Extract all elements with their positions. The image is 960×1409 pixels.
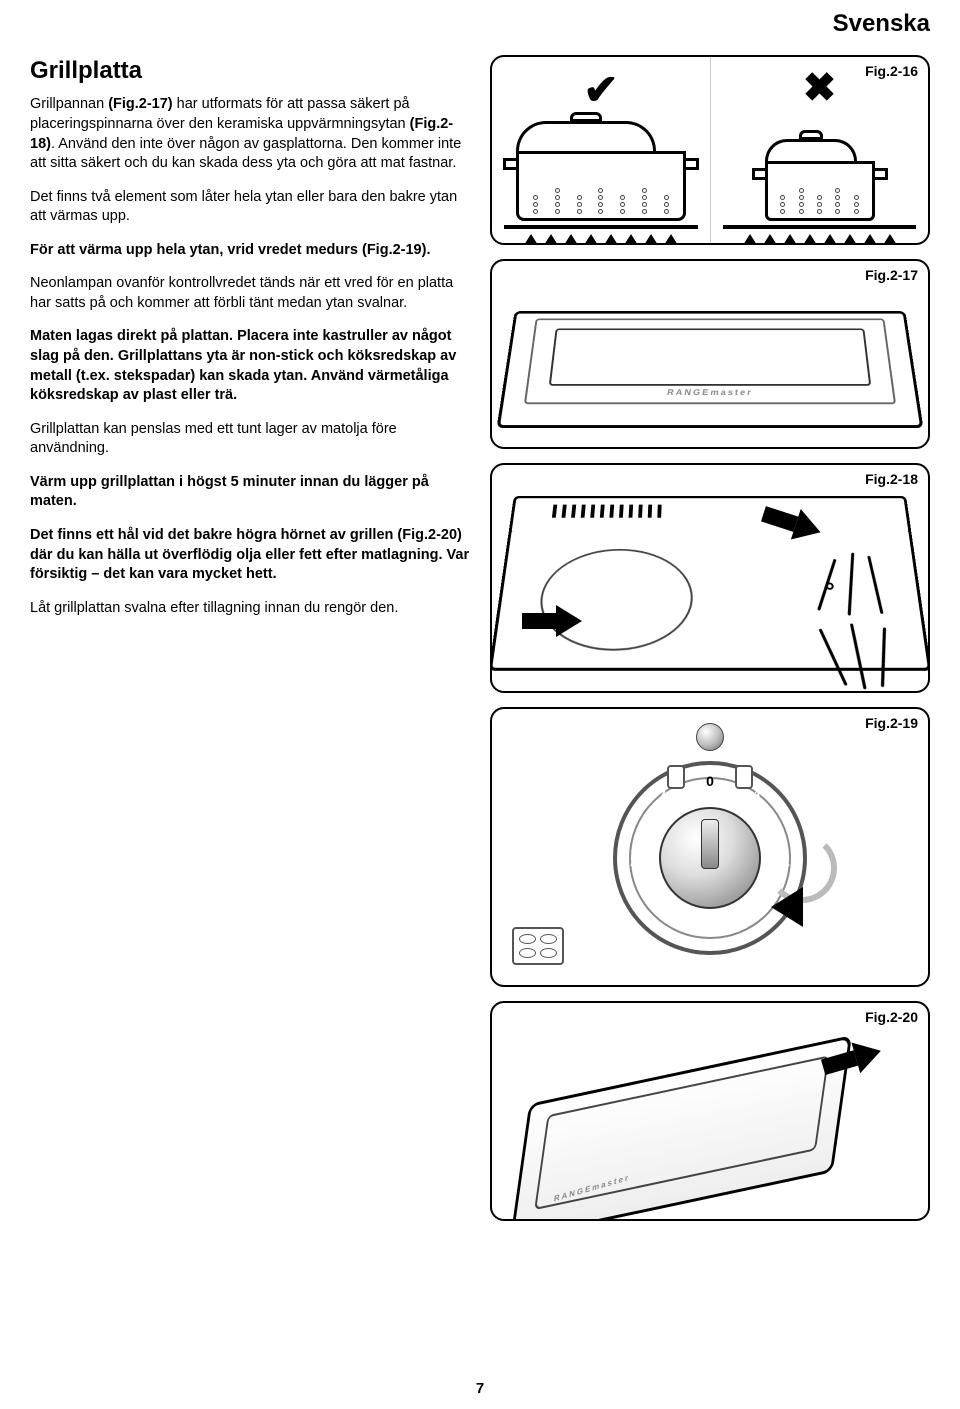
fig-label-20: Fig.2-20 xyxy=(865,1009,918,1025)
fig-label-18: Fig.2-18 xyxy=(865,471,918,487)
control-dial: 0 1 2 3 2 7 xyxy=(595,743,825,973)
stove-surface-2 xyxy=(723,225,916,229)
brand-label: RANGEmaster xyxy=(666,388,753,397)
page-number: 7 xyxy=(476,1380,484,1397)
pot-knob xyxy=(570,112,602,122)
rotate-clockwise-icon xyxy=(767,833,837,923)
dial-tab-right xyxy=(735,765,753,789)
paragraph-5: Maten lagas direkt på plattan. Placera i… xyxy=(30,327,470,405)
figure-2-20: Fig.2-20 RANGEmaster xyxy=(490,1001,930,1221)
paragraph-1: Grillpannan (Fig.2-17) har utformats för… xyxy=(30,95,470,173)
wrong-pot-panel: ✖ xyxy=(710,57,928,243)
page-content: Grillplatta Grillpannan (Fig.2-17) har u… xyxy=(30,55,930,1221)
paragraph-6: Grillplattan kan penslas med ett tunt la… xyxy=(30,420,470,459)
figure-column: Fig.2-16 ✔ xyxy=(490,55,930,1221)
heat-arrows-2 xyxy=(743,234,897,245)
p3-a: För att värma upp hela ytan, vrid vredet… xyxy=(30,242,362,258)
arrow-forward-icon xyxy=(522,605,582,637)
hob-surface xyxy=(490,496,930,671)
p3-c: . xyxy=(426,242,430,258)
p1-figref-1: (Fig.2-17) xyxy=(108,96,172,112)
dial-num-3: 3 xyxy=(701,921,719,937)
correct-pot-panel: ✔ xyxy=(492,57,710,243)
cross-icon: ✖ xyxy=(803,65,837,111)
pot-handle-left xyxy=(503,158,519,170)
fig-label-17: Fig.2-17 xyxy=(865,267,918,283)
griddle-removed: RANGEmaster xyxy=(510,1035,852,1221)
bubbles xyxy=(527,174,675,214)
griddle-plate: RANGEmaster xyxy=(506,301,914,433)
stove-surface xyxy=(504,225,698,229)
pot-body xyxy=(516,151,686,221)
gas-grate xyxy=(813,549,921,692)
paragraph-2: Det finns två element som låter hela yta… xyxy=(30,188,470,227)
bubbles-sm xyxy=(776,174,864,214)
large-pot xyxy=(516,121,686,221)
paragraph-4: Neonlampan ovanför kontrollvredet tänds … xyxy=(30,274,470,313)
heat-arrows xyxy=(524,234,678,245)
hob-body xyxy=(490,532,930,671)
paragraph-7: Värm upp grillplattan i högst 5 minuter … xyxy=(30,473,470,512)
paragraph-8: Det finns ett hål vid det bakre högra hö… xyxy=(30,526,470,585)
small-pot xyxy=(765,139,875,221)
pot-lid-sm xyxy=(765,139,857,161)
knob-grip xyxy=(701,819,719,869)
paragraph-9: Låt grillplattan svalna efter tillagning… xyxy=(30,599,470,619)
p8-figref: (Fig.2-20) xyxy=(397,527,461,543)
dial-tab-left xyxy=(667,765,685,789)
section-heading: Grillplatta xyxy=(30,55,470,87)
vents xyxy=(552,505,662,518)
figure-2-18: Fig.2-18 xyxy=(490,463,930,693)
dial-num-0: 0 xyxy=(701,773,719,789)
paragraph-3: För att värma upp hela ytan, vrid vredet… xyxy=(30,241,470,261)
zone-indicator-icon xyxy=(512,927,564,965)
dial-num-2l: 2 xyxy=(625,853,643,869)
p3-figref: (Fig.2-19) xyxy=(362,242,426,258)
figure-2-16: Fig.2-16 ✔ xyxy=(490,55,930,245)
pot-lid xyxy=(516,121,656,151)
fig-label-19: Fig.2-19 xyxy=(865,715,918,731)
control-knob xyxy=(659,807,761,909)
pot-handle-right xyxy=(683,158,699,170)
plate-inner xyxy=(549,328,872,385)
p8-a: Det finns ett hål vid det bakre högra hö… xyxy=(30,527,397,543)
language-header: Svenska xyxy=(833,10,930,38)
pot-body-sm xyxy=(765,161,875,221)
pot-handle-right-sm xyxy=(872,168,888,180)
plate-outer: RANGEmaster xyxy=(497,311,924,428)
figure-2-19: Fig.2-19 0 1 2 3 2 7 xyxy=(490,707,930,987)
p1-e: . Använd den inte över någon av gasplatt… xyxy=(30,136,461,172)
dial-num-1: 1 xyxy=(749,787,767,803)
check-icon: ✔ xyxy=(583,65,618,114)
text-column: Grillplatta Grillpannan (Fig.2-17) har u… xyxy=(30,55,470,1221)
p1-a: Grillpannan xyxy=(30,96,108,112)
dial-num-7: 7 xyxy=(653,787,671,803)
figure-2-17: Fig.2-17 RANGEmaster xyxy=(490,259,930,449)
hob-top-edge xyxy=(508,496,912,535)
pot-handle-left-sm xyxy=(752,168,768,180)
p8-c: där du kan hälla ut överflödig olja elle… xyxy=(30,547,469,583)
pot-knob-sm xyxy=(799,130,823,140)
